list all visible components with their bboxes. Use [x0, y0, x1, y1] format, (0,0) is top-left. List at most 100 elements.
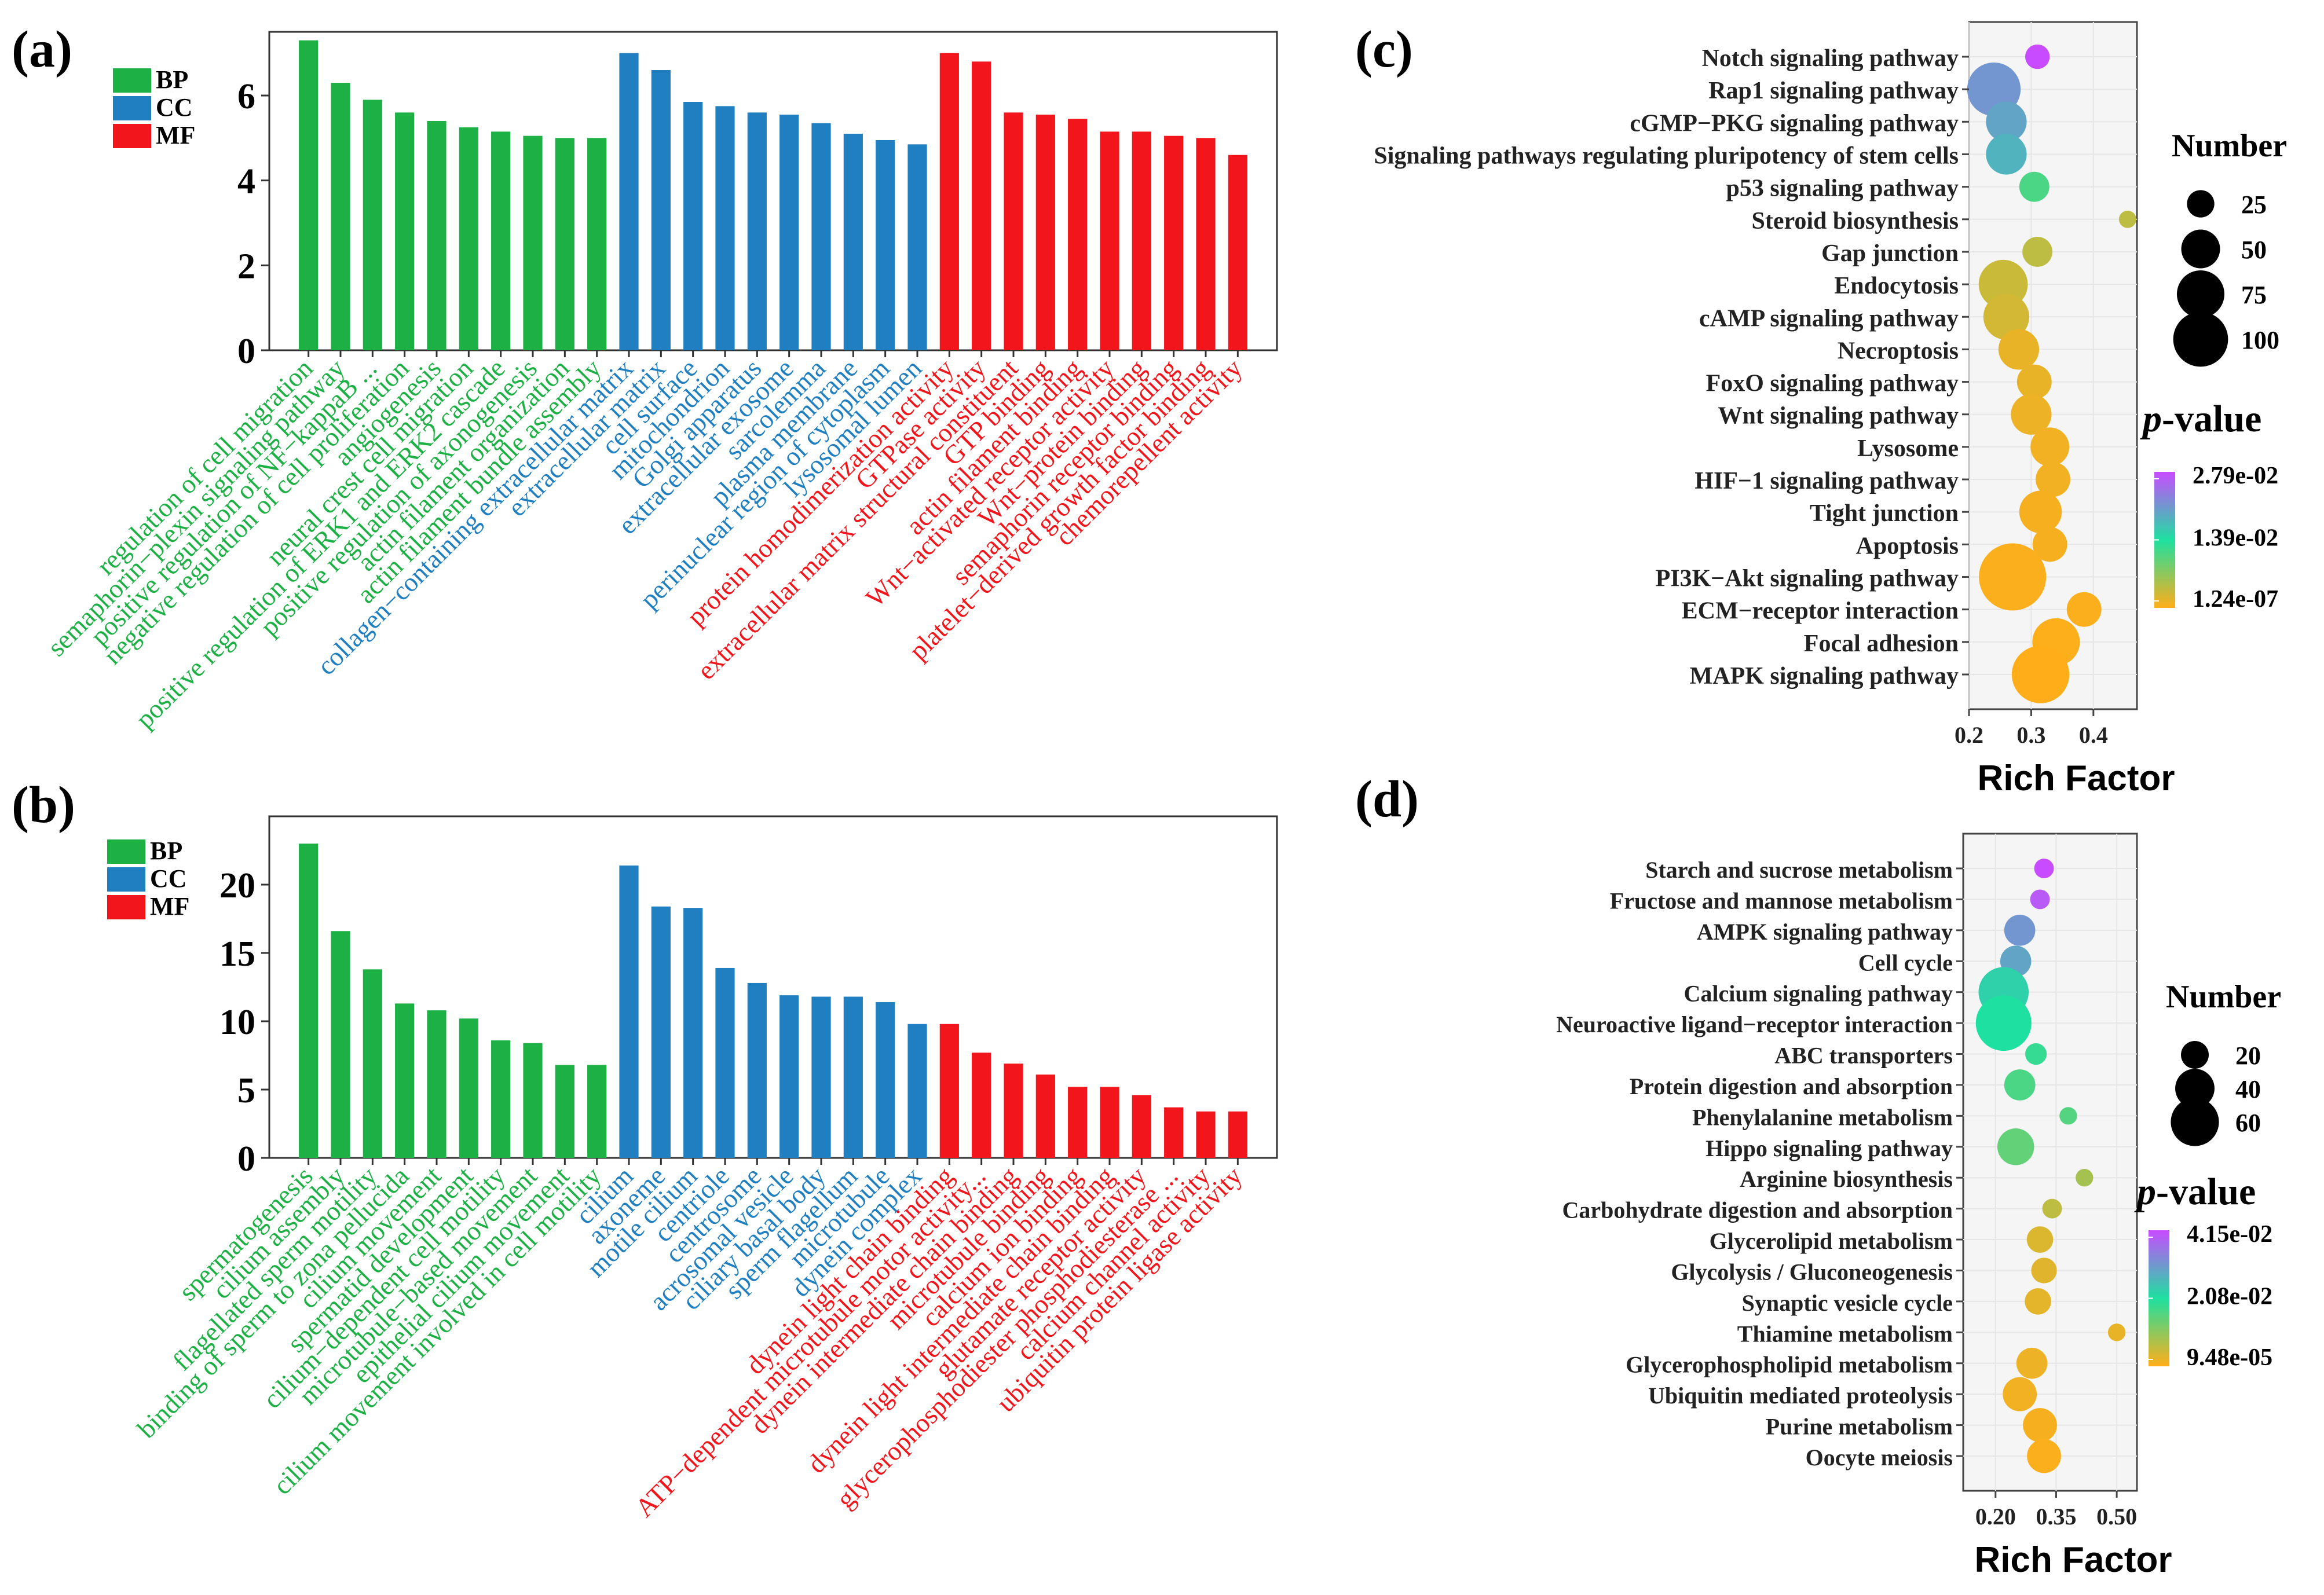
x-axis-title: Rich Factor: [1974, 1540, 2172, 1580]
bubble: [2027, 1439, 2061, 1473]
pathway-label: Notch signaling pathway: [1702, 45, 1959, 72]
pathway-label: Glycolysis / Gluconeogenesis: [1671, 1259, 1953, 1285]
bar: [427, 121, 446, 350]
size-legend-circle: [2173, 311, 2228, 367]
bar: [876, 1002, 895, 1158]
y-tick-label: 20: [219, 866, 255, 905]
bubble: [2036, 462, 2070, 497]
pathway-label: Wnt signaling pathway: [1718, 403, 1959, 430]
bubble: [2066, 592, 2102, 627]
y-tick-label: 6: [237, 77, 255, 116]
bubble: [2026, 1226, 2054, 1253]
bar: [1100, 1087, 1119, 1158]
pathway-label: cGMP−PKG signaling pathway: [1630, 110, 1959, 137]
bar: [1228, 155, 1247, 350]
bubble: [1997, 1128, 2034, 1165]
legend-label: MF: [150, 892, 189, 921]
bar: [587, 138, 607, 351]
x-tick-label: 0.35: [2036, 1504, 2076, 1530]
panel-label-c: (c): [1355, 21, 1413, 78]
bar: [972, 61, 991, 350]
pathway-label: Protein digestion and absorption: [1630, 1073, 1953, 1099]
bar: [683, 102, 703, 350]
bubble: [2042, 1198, 2062, 1219]
bubble: [2107, 1323, 2126, 1341]
panel-label-a: (a): [12, 21, 72, 78]
legend-label: CC: [156, 93, 193, 122]
pathway-label: Focal adhesion: [1804, 630, 1959, 657]
bubble: [2011, 646, 2070, 703]
y-tick-label: 0: [237, 1139, 255, 1179]
bubble-chart-d: Starch and sucrose metabolism Fructose an…: [1556, 833, 2281, 1580]
y-tick-label: 4: [237, 162, 255, 201]
bubble: [1979, 543, 2047, 611]
pathway-label: Oocyte meiosis: [1806, 1444, 1953, 1471]
bubble: [2030, 889, 2050, 910]
bar: [1035, 115, 1055, 350]
bar: [363, 100, 382, 351]
bar: [1164, 135, 1184, 350]
pathway-label: Arginine biosynthesis: [1740, 1166, 1953, 1192]
pathway-label: Thiamine metabolism: [1737, 1321, 1953, 1347]
y-tick-label: 10: [219, 1003, 255, 1042]
color-legend-title: p-value: [2140, 398, 2261, 440]
bubble: [2076, 1169, 2094, 1187]
plot-frame: [268, 31, 1278, 351]
bar: [491, 1040, 511, 1158]
bubble: [2034, 859, 2054, 878]
pathway-label: Starch and sucrose metabolism: [1645, 857, 1953, 883]
panel-label-b: (b): [12, 776, 75, 834]
bar: [619, 865, 639, 1158]
color-legend-title: p-value: [2134, 1171, 2256, 1213]
bar: [876, 140, 895, 350]
pathway-label: Endocytosis: [1834, 273, 1959, 299]
bar: [619, 53, 639, 350]
bar: [523, 1043, 543, 1158]
bar: [811, 123, 831, 350]
bubble: [2022, 237, 2053, 267]
bar: [1068, 119, 1088, 351]
pathway-label: p53 signaling pathway: [1726, 175, 1959, 202]
color-bar-label: 1.24e-07: [2193, 586, 2278, 613]
bubble: [2004, 1069, 2036, 1101]
size-legend-circle: [2187, 190, 2215, 218]
color-bar-label: 1.39e-02: [2193, 525, 2278, 552]
legend-label: BP: [156, 65, 188, 94]
bubble: [2059, 1107, 2077, 1125]
bar: [779, 995, 799, 1158]
size-legend-label: 60: [2235, 1109, 2261, 1137]
bar: [1035, 1075, 1055, 1158]
pathway-label: HIF−1 signaling pathway: [1694, 468, 1959, 494]
bar: [715, 967, 735, 1158]
pathway-label: Cell cycle: [1858, 949, 1953, 976]
size-legend-label: 50: [2241, 236, 2267, 264]
pathway-label: Necroptosis: [1838, 338, 1959, 364]
bar: [1004, 1064, 1023, 1158]
x-tick-label: 0.50: [2096, 1504, 2137, 1530]
bubble: [2019, 171, 2049, 202]
pathway-label: Rap1 signaling pathway: [1708, 78, 1959, 104]
color-legend-title-p: p: [2140, 398, 2162, 440]
bar: [939, 1024, 959, 1158]
bubble: [2003, 1377, 2037, 1411]
size-legend-title: Number: [2172, 128, 2287, 164]
bar: [555, 1065, 574, 1158]
pathway-label: Tight junction: [1810, 500, 1959, 527]
legend-swatch: [107, 839, 145, 864]
pathway-label: Gap junction: [1821, 240, 1959, 267]
bar: [779, 115, 799, 350]
pathway-label: FoxO signaling pathway: [1706, 371, 1959, 397]
bar: [1164, 1107, 1184, 1158]
size-legend-title: Number: [2166, 979, 2281, 1015]
pathway-label: MAPK signaling pathway: [1690, 663, 1959, 690]
size-legend-label: 75: [2241, 281, 2267, 309]
size-legend-circle: [2181, 229, 2220, 269]
bar: [907, 144, 927, 351]
size-legend-label: 25: [2241, 190, 2267, 219]
bar: [523, 135, 543, 350]
x-tick-label: 0.2: [1955, 722, 1983, 748]
bar: [1004, 112, 1023, 351]
bar: [747, 112, 767, 351]
legend-label: MF: [156, 121, 195, 149]
pathway-label: Calcium signaling pathway: [1683, 981, 1953, 1007]
